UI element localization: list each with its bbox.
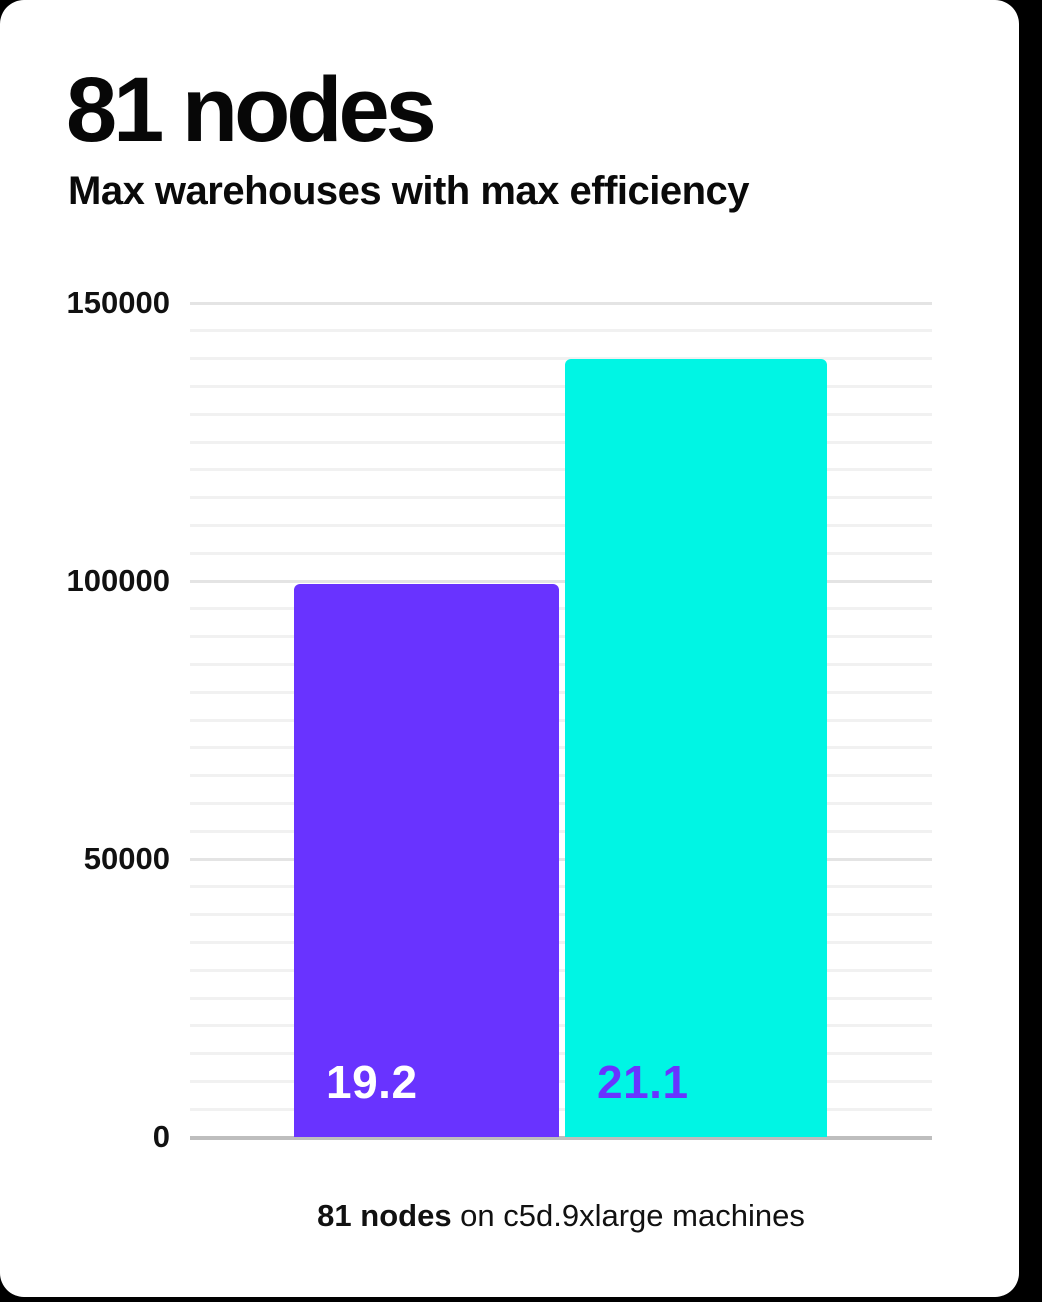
- major-gridline: [190, 301, 932, 305]
- y-tick-label: 0: [152, 1119, 170, 1154]
- minor-gridline: [190, 1052, 932, 1056]
- minor-gridline: [190, 746, 932, 750]
- chart-caption: 81 nodes on c5d.9xlarge machines: [190, 1198, 932, 1234]
- minor-gridline: [190, 551, 932, 555]
- bar-21.1: 21.1: [565, 358, 827, 1137]
- minor-gridline: [190, 829, 932, 833]
- minor-gridline: [190, 468, 932, 472]
- minor-gridline: [190, 635, 932, 639]
- minor-gridline: [190, 662, 932, 666]
- bar-value-label: 19.2: [326, 1055, 418, 1108]
- infographic-card: 81 nodes Max warehouses with max efficie…: [0, 0, 1019, 1297]
- minor-gridline: [190, 996, 932, 1000]
- minor-gridline: [190, 384, 932, 388]
- minor-gridline: [190, 913, 932, 917]
- caption-regular-text: on c5d.9xlarge machines: [451, 1198, 805, 1233]
- minor-gridline: [190, 1079, 932, 1083]
- minor-gridline: [190, 718, 932, 722]
- minor-gridline: [190, 1024, 932, 1028]
- minor-gridline: [190, 885, 932, 889]
- minor-gridline: [190, 412, 932, 416]
- page-subtitle: Max warehouses with max efficiency: [68, 169, 750, 213]
- minor-gridline: [190, 968, 932, 972]
- minor-gridline: [190, 329, 932, 333]
- minor-gridline: [190, 690, 932, 694]
- minor-gridline: [190, 940, 932, 944]
- minor-gridline: [190, 801, 932, 805]
- bar-value-label: 21.1: [597, 1055, 689, 1108]
- minor-gridline: [190, 357, 932, 361]
- minor-gridline: [190, 440, 932, 444]
- minor-gridline: [190, 523, 932, 527]
- bar-19.2: 19.2: [294, 583, 559, 1137]
- major-gridline: [190, 579, 932, 583]
- bar-chart: 0 50000 100000 150000 19.2 21.1: [66, 285, 932, 1154]
- minor-gridline: [190, 607, 932, 611]
- minor-gridline: [190, 496, 932, 500]
- y-tick-label: 100000: [66, 563, 170, 598]
- minor-gridline: [190, 1107, 932, 1111]
- y-tick-label: 150000: [66, 285, 170, 320]
- minor-gridline: [190, 774, 932, 778]
- x-axis-line: [190, 1136, 932, 1140]
- major-gridline: [190, 857, 932, 861]
- caption-bold-text: 81 nodes: [317, 1198, 452, 1233]
- y-tick-label: 50000: [83, 841, 170, 876]
- page-title: 81 nodes: [66, 59, 437, 161]
